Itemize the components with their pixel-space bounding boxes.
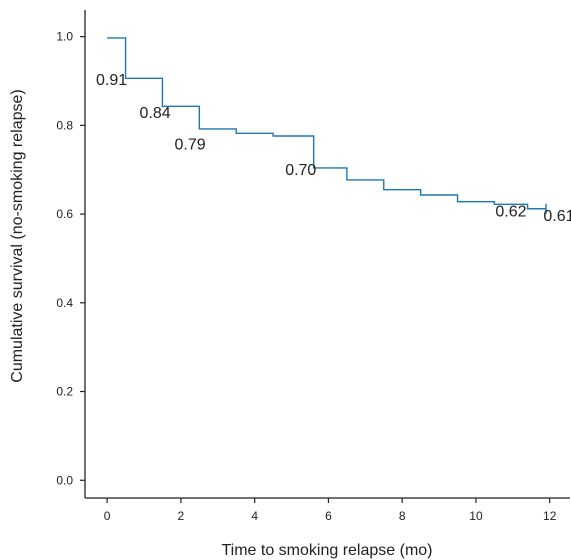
- y-tick-label: 0.4: [56, 296, 73, 310]
- survival-step-line: [107, 37, 547, 210]
- survival-value-label: 0.84: [140, 105, 171, 122]
- x-axis: 0 2 4 6 8 10 12 Time to smoking relapse (mo): [85, 497, 570, 559]
- survival-value-label: 0.91: [96, 72, 127, 89]
- y-axis-label: Cumulative survival (no-smoking relapse): [9, 89, 26, 382]
- x-tick-label: 8: [399, 509, 406, 523]
- x-tick-label: 4: [251, 509, 258, 523]
- y-tick-label: 0.6: [56, 207, 73, 221]
- annotation-layer: 0.91 0.840.79 0.70 0.62 0.61: [96, 72, 571, 225]
- x-axis-label: Time to smoking relapse (mo): [221, 542, 432, 559]
- y-tick-label: 1.0: [56, 30, 73, 44]
- plot-area: [107, 37, 547, 214]
- x-ticks: 0 2 4 6 8 10 12: [104, 498, 557, 523]
- y-tick-label: 0.0: [56, 473, 73, 487]
- y-axis: 0.0 0.2 0.4 0.6 0.8 1.0 Cumulative survival (…: [9, 10, 86, 498]
- x-tick-label: 6: [325, 509, 332, 523]
- y-tick-label: 0.2: [56, 385, 73, 399]
- x-tick-label: 2: [178, 509, 185, 523]
- survival-value-label: 0.61: [543, 208, 571, 225]
- survival-value-label: 0.62: [495, 203, 526, 220]
- x-tick-label: 10: [469, 509, 483, 523]
- x-tick-label: 0: [104, 509, 111, 523]
- y-ticks: 0.0 0.2 0.4 0.6 0.8 1.0: [56, 30, 85, 487]
- y-tick-label: 0.8: [56, 118, 73, 132]
- x-tick-label: 12: [543, 509, 557, 523]
- survival-value-label: 0.70: [285, 162, 316, 179]
- survival-value-label: 0.79: [175, 137, 206, 154]
